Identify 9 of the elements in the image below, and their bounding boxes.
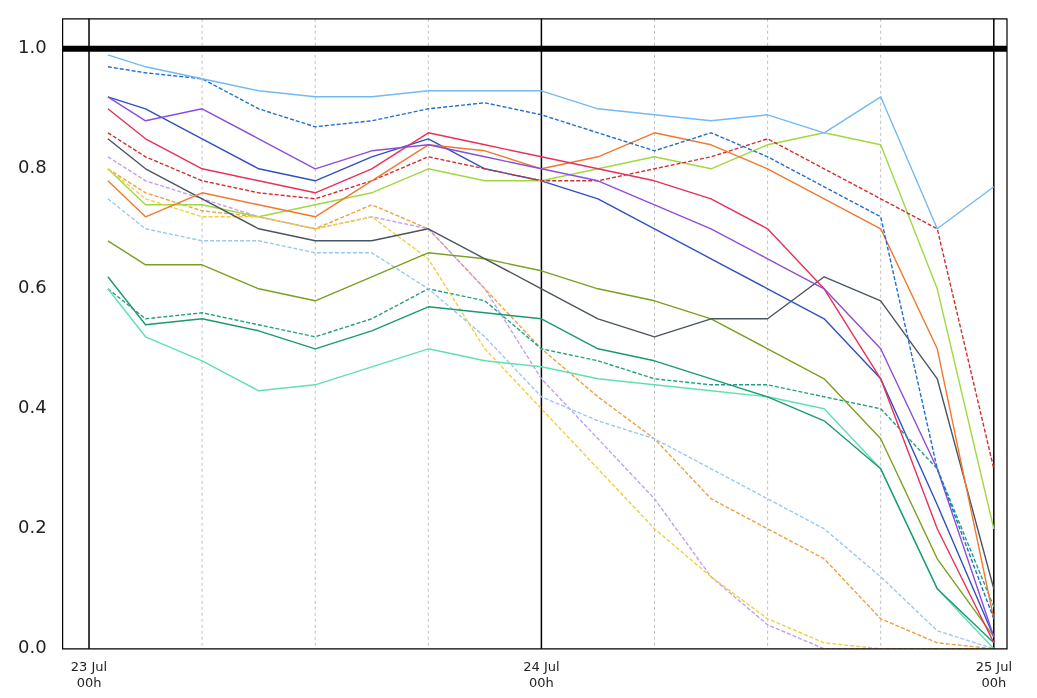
y-tick-label: 0.6 (17, 276, 47, 298)
y-tick-label: 1.0 (17, 36, 47, 58)
y-tick-label: 0.2 (17, 516, 47, 538)
y-tick-label: 0.4 (17, 396, 47, 418)
x-tick-label: 23 Jul 00h (70, 658, 108, 690)
x-tick-label: 24 Jul 00h (523, 658, 560, 690)
y-tick-label: 0.8 (17, 156, 47, 178)
y-tick-label: 0.0 (17, 636, 47, 658)
x-tick-label: 25 Jul 00h (975, 658, 1012, 690)
